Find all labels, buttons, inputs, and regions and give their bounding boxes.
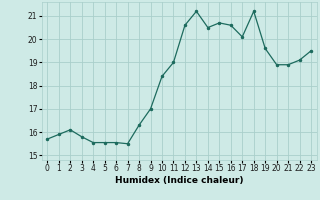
X-axis label: Humidex (Indice chaleur): Humidex (Indice chaleur) xyxy=(115,176,244,185)
